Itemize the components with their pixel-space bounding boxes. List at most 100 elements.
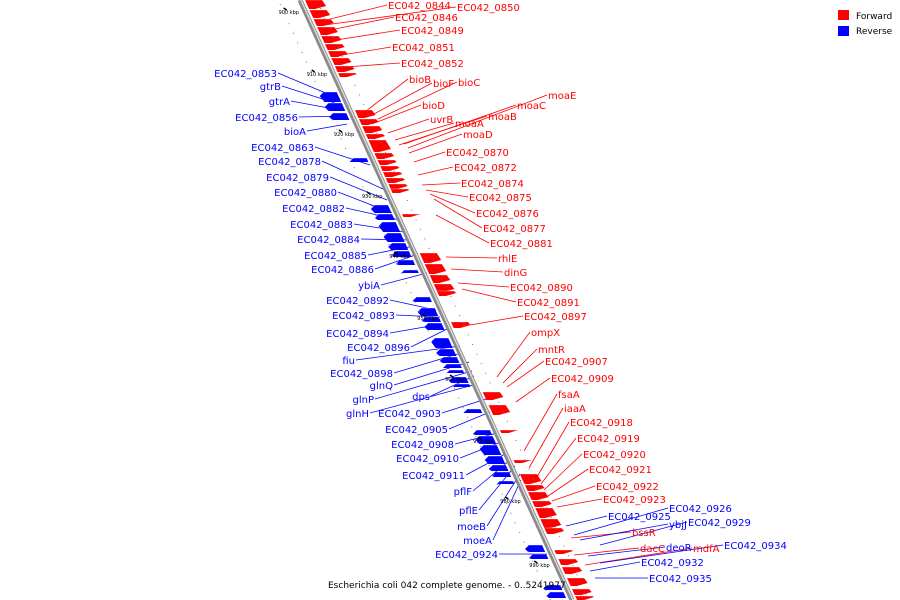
forward-gene-label[interactable]: EC042_0870: [446, 148, 509, 159]
forward-gene[interactable]: [334, 66, 355, 72]
reverse-gene-label[interactable]: ybiA: [358, 281, 380, 292]
forward-gene[interactable]: [424, 264, 447, 274]
reverse-gene[interactable]: [412, 297, 432, 302]
forward-gene[interactable]: [383, 172, 403, 177]
reverse-gene[interactable]: [400, 270, 419, 274]
reverse-gene[interactable]: [479, 445, 502, 455]
forward-gene[interactable]: [362, 126, 383, 133]
reverse-gene[interactable]: [472, 430, 493, 435]
forward-gene[interactable]: [324, 44, 345, 50]
forward-gene[interactable]: [535, 508, 557, 518]
forward-gene-label[interactable]: EC042_0923: [603, 495, 666, 506]
forward-gene-label[interactable]: moaD: [463, 130, 493, 141]
reverse-gene[interactable]: [436, 349, 457, 356]
reverse-gene-label[interactable]: EC042_0883: [290, 220, 353, 231]
reverse-gene-label[interactable]: EC042_0932: [641, 558, 704, 569]
forward-gene[interactable]: [309, 10, 331, 18]
forward-gene-label[interactable]: EC042_0920: [583, 450, 646, 461]
reverse-gene-label[interactable]: EC042_0908: [391, 440, 454, 451]
forward-gene-label[interactable]: EC042_0875: [469, 193, 532, 204]
reverse-gene[interactable]: [349, 158, 369, 162]
forward-gene[interactable]: [358, 119, 379, 125]
reverse-gene-label[interactable]: ybjJ: [669, 520, 687, 531]
reverse-gene-label[interactable]: fiu: [342, 356, 355, 367]
forward-gene-label[interactable]: EC042_0890: [510, 283, 573, 294]
reverse-gene[interactable]: [388, 243, 409, 250]
forward-gene-label[interactable]: iaaA: [564, 404, 586, 415]
forward-gene[interactable]: [390, 189, 410, 193]
forward-gene[interactable]: [575, 596, 594, 600]
forward-gene[interactable]: [532, 501, 552, 507]
reverse-gene-label[interactable]: EC042_0882: [282, 204, 345, 215]
forward-gene[interactable]: [519, 474, 542, 484]
reverse-gene-label[interactable]: EC042_0896: [347, 343, 410, 354]
reverse-gene-label[interactable]: EC042_0935: [649, 574, 712, 585]
forward-gene[interactable]: [540, 519, 562, 528]
forward-gene[interactable]: [365, 134, 385, 139]
reverse-gene[interactable]: [445, 370, 465, 374]
forward-gene[interactable]: [488, 405, 511, 415]
forward-gene-label[interactable]: EC042_0907: [545, 357, 608, 368]
reverse-gene-label[interactable]: pflE: [459, 506, 478, 517]
forward-gene-label[interactable]: uvrB: [430, 115, 453, 126]
forward-gene-label[interactable]: EC042_0919: [577, 434, 640, 445]
forward-gene-label[interactable]: EC042_0922: [596, 482, 659, 493]
forward-gene[interactable]: [374, 153, 395, 159]
reverse-gene[interactable]: [375, 214, 395, 220]
reverse-gene[interactable]: [448, 377, 469, 383]
forward-gene-label[interactable]: EC042_0877: [483, 224, 546, 235]
forward-gene[interactable]: [388, 184, 408, 189]
forward-gene[interactable]: [429, 275, 451, 283]
reverse-gene-label[interactable]: gtrA: [269, 97, 290, 108]
reverse-gene-label[interactable]: EC042_0885: [304, 251, 367, 262]
forward-gene-label[interactable]: EC042_0851: [392, 43, 455, 54]
forward-gene[interactable]: [305, 0, 327, 9]
forward-gene-label[interactable]: EC042_0876: [476, 209, 539, 220]
forward-gene-label[interactable]: EC042_0874: [461, 179, 524, 190]
forward-gene[interactable]: [544, 528, 565, 534]
reverse-gene-label[interactable]: EC042_0934: [724, 541, 787, 552]
forward-gene-label[interactable]: EC042_0852: [401, 59, 464, 70]
forward-gene[interactable]: [562, 567, 583, 574]
reverse-gene-label[interactable]: EC042_0894: [326, 329, 389, 340]
reverse-gene-label[interactable]: EC042_0863: [251, 143, 314, 154]
forward-gene[interactable]: [317, 27, 338, 35]
forward-gene[interactable]: [313, 19, 334, 26]
reverse-gene-label[interactable]: deoR: [666, 543, 692, 554]
forward-gene[interactable]: [524, 485, 545, 491]
reverse-gene[interactable]: [443, 364, 462, 368]
forward-gene[interactable]: [338, 73, 357, 77]
forward-gene-label[interactable]: bioC: [458, 78, 480, 89]
reverse-gene-label[interactable]: EC042_0924: [435, 550, 498, 561]
forward-gene[interactable]: [436, 291, 457, 296]
forward-gene[interactable]: [368, 140, 391, 152]
reverse-gene[interactable]: [484, 456, 506, 464]
forward-gene-label[interactable]: EC042_0891: [517, 298, 580, 309]
forward-gene-label[interactable]: EC042_0849: [401, 26, 464, 37]
reverse-gene-label[interactable]: EC042_0879: [266, 173, 329, 184]
reverse-gene-label[interactable]: EC042_0926: [669, 504, 732, 515]
forward-gene-label[interactable]: ompX: [531, 328, 560, 339]
reverse-gene-label[interactable]: EC042_0853: [214, 69, 277, 80]
reverse-gene-label[interactable]: EC042_0903: [378, 409, 441, 420]
reverse-gene[interactable]: [543, 585, 563, 590]
reverse-gene-label[interactable]: EC042_0886: [311, 265, 374, 276]
reverse-gene[interactable]: [329, 113, 350, 120]
forward-gene-label[interactable]: EC042_0921: [589, 465, 652, 476]
forward-gene-label[interactable]: EC042_0881: [490, 239, 553, 250]
forward-gene-label[interactable]: EC042_0844: [388, 1, 451, 12]
reverse-gene-label[interactable]: moeA: [463, 536, 492, 547]
forward-gene-label[interactable]: moaA: [455, 119, 484, 130]
forward-gene-label[interactable]: bioB: [409, 75, 431, 86]
reverse-gene[interactable]: [391, 251, 412, 257]
forward-gene[interactable]: [354, 110, 376, 118]
forward-gene-label[interactable]: fsaA: [558, 390, 580, 401]
reverse-gene[interactable]: [378, 222, 401, 232]
reverse-gene[interactable]: [439, 357, 460, 363]
reverse-gene[interactable]: [424, 323, 445, 330]
reverse-gene-label[interactable]: EC042_0878: [258, 157, 321, 168]
reverse-gene-label[interactable]: EC042_0884: [297, 235, 360, 246]
reverse-gene-label[interactable]: EC042_0929: [688, 518, 751, 529]
reverse-gene[interactable]: [421, 317, 441, 322]
forward-gene-label[interactable]: EC042_0846: [395, 13, 458, 24]
